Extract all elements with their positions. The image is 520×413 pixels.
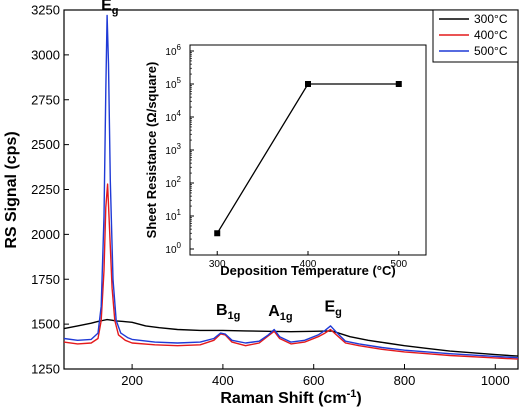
inset-plot-frame bbox=[189, 44, 427, 256]
inset-y-tick-label: 106 bbox=[165, 43, 181, 58]
x-tick-label: 800 bbox=[394, 373, 416, 388]
y-tick-label: 2000 bbox=[31, 227, 60, 242]
inset-y-tick-label: 105 bbox=[165, 76, 181, 91]
y-tick-label: 3250 bbox=[31, 3, 60, 18]
legend-label-300: 300°C bbox=[474, 12, 508, 26]
inset-data-point bbox=[214, 230, 221, 237]
main-x-axis-title: Raman Shift (cm-1) bbox=[220, 388, 361, 407]
y-tick-label: 1750 bbox=[31, 272, 60, 287]
y-tick-label: 1250 bbox=[31, 362, 60, 377]
inset-data-point bbox=[395, 81, 402, 87]
inset-y-tick-label: 100 bbox=[165, 241, 181, 256]
peak-label: A1g bbox=[268, 303, 292, 323]
inset-y-tick-label: 102 bbox=[165, 175, 181, 190]
y-tick-label: 2750 bbox=[31, 92, 60, 107]
inset-x-tick-label: 500 bbox=[390, 259, 407, 270]
inset-x-tick-label: 400 bbox=[300, 259, 317, 270]
series-line-1 bbox=[63, 318, 519, 357]
x-tick-label: 400 bbox=[212, 373, 234, 388]
legend-label-400: 400°C bbox=[474, 28, 508, 42]
series-line-3 bbox=[63, 14, 519, 359]
legend: 300°C 400°C 500°C bbox=[432, 9, 519, 63]
peak-label: B1g bbox=[216, 302, 240, 322]
x-tick-label: 1000 bbox=[481, 373, 510, 388]
inset-chart: 300 400 500 100 101 102 103 104 105 106 Depositio… bbox=[144, 43, 427, 278]
inset-x-axis-title: Deposition Temperature (°C) bbox=[220, 263, 395, 278]
y-tick-label: 1500 bbox=[31, 317, 60, 332]
series-line-2 bbox=[63, 183, 519, 360]
inset-x-tick-label: 300 bbox=[209, 259, 226, 270]
inset-y-axis-title: Sheet Resistance (Ω/square) bbox=[144, 62, 159, 239]
main-y-axis-title: RS Signal (cps) bbox=[3, 131, 20, 248]
peak-label: Eg bbox=[101, 0, 118, 17]
inset-y-tick-label: 103 bbox=[165, 142, 181, 157]
inset-y-tick-label: 101 bbox=[165, 208, 181, 223]
inset-data-point bbox=[305, 81, 311, 87]
x-tick-label: 200 bbox=[121, 373, 143, 388]
legend-label-500: 500°C bbox=[474, 44, 508, 58]
y-tick-label: 3000 bbox=[31, 47, 60, 62]
peak-label: Eg bbox=[324, 299, 341, 319]
x-tick-label: 600 bbox=[303, 373, 325, 388]
y-tick-label: 2500 bbox=[31, 137, 60, 152]
inset-y-tick-label: 104 bbox=[165, 109, 181, 124]
y-tick-label: 2250 bbox=[31, 182, 60, 197]
